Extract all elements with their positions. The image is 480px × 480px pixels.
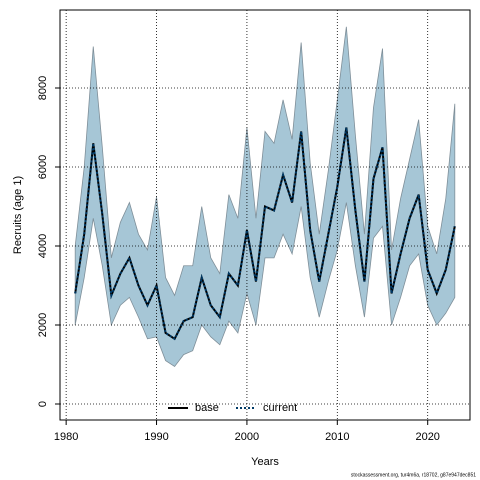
legend-label: current bbox=[263, 402, 297, 414]
confidence-band bbox=[74, 26, 456, 368]
x-tick-label: 2010 bbox=[325, 431, 349, 443]
y-tick-label: 4000 bbox=[37, 234, 49, 258]
y-tick-label: 8000 bbox=[37, 76, 49, 100]
x-tick-label: 2020 bbox=[415, 431, 439, 443]
y-tick-label: 2000 bbox=[37, 313, 49, 337]
x-tick-label: 2000 bbox=[235, 431, 259, 443]
legend-label: base bbox=[195, 402, 219, 414]
x-tick-label: 1980 bbox=[54, 431, 78, 443]
x-tick-label: 1990 bbox=[144, 431, 168, 443]
x-axis-label: Years bbox=[251, 456, 279, 468]
y-tick-label: 6000 bbox=[37, 155, 49, 179]
plot-frame bbox=[59, 9, 471, 421]
footer: stockassessment.org, tur4m6a, r18702, g8… bbox=[351, 472, 476, 478]
y-axis-label: Recruits (age 1) bbox=[12, 176, 24, 254]
series-line bbox=[74, 127, 456, 341]
y-tick-label: 0 bbox=[37, 401, 49, 407]
